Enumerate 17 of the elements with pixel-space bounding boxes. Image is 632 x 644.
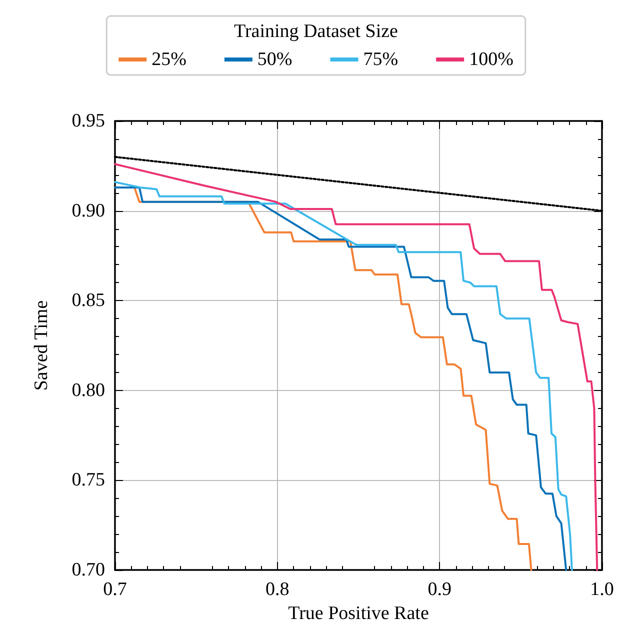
y-tick-label: 0.80: [72, 380, 105, 401]
x-tick-label: 1.0: [590, 579, 614, 600]
legend-label: 75%: [363, 49, 398, 70]
y-tick-label: 0.70: [72, 560, 105, 580]
y-tick-label: 0.95: [72, 110, 105, 132]
y-tick-label: 0.90: [72, 200, 105, 222]
x-tick-label: 0.7: [103, 579, 127, 600]
x-axis-title: True Positive Rate: [288, 603, 429, 624]
legend-label: 100%: [469, 49, 514, 70]
legend-title: Training Dataset Size: [234, 21, 398, 42]
y-axis-title: Saved Time: [31, 300, 52, 391]
x-tick-label: 0.8: [265, 579, 290, 600]
y-tick-label: 0.85: [72, 290, 105, 312]
legend-label: 25%: [152, 49, 187, 70]
y-tick-label: 0.75: [72, 470, 105, 491]
x-tick-label: 0.9: [428, 579, 452, 600]
legend-label: 50%: [257, 49, 292, 70]
